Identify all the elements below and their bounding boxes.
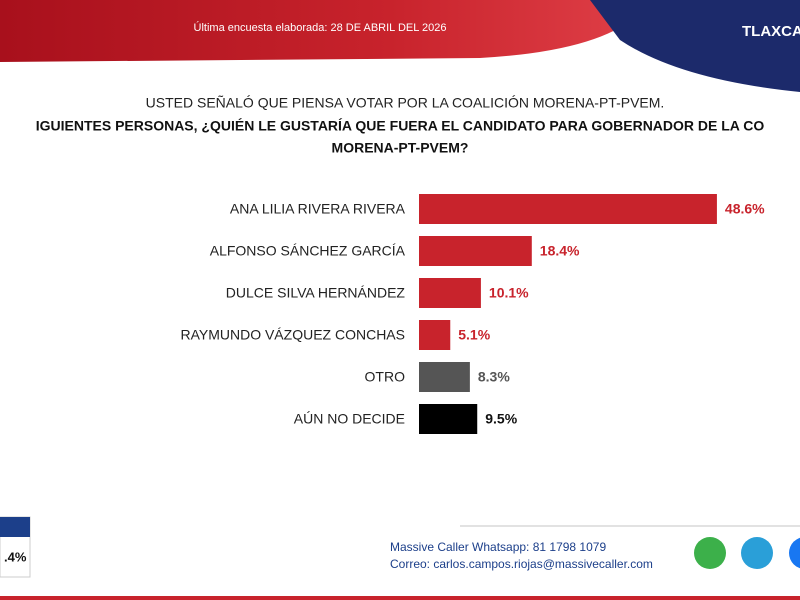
- survey-date: Última encuesta elaborada: 28 DE ABRIL D…: [194, 21, 447, 34]
- header-band: [0, 0, 650, 62]
- header-region-band: [590, 0, 800, 92]
- telegram-icon[interactable]: [741, 537, 773, 569]
- category-label: RAYMUNDO VÁZQUEZ CONCHAS: [180, 327, 405, 343]
- question-line: MORENA-PT-PVEM?: [332, 140, 469, 156]
- category-label: DULCE SILVA HERNÁNDEZ: [226, 285, 406, 301]
- side-box-value: .4%: [4, 549, 27, 564]
- value-label: 48.6%: [725, 201, 765, 217]
- category-label: AÚN NO DECIDE: [294, 411, 405, 427]
- value-label: 9.5%: [485, 411, 517, 427]
- bar: [419, 320, 451, 350]
- region: TLAXCA: [742, 23, 800, 40]
- footer-whatsapp: Massive Caller Whatsapp: 81 1798 1079: [390, 540, 606, 554]
- category-label: ANA LILIA RIVERA RIVERA: [230, 201, 406, 217]
- whatsapp-icon[interactable]: [694, 537, 726, 569]
- bar: [419, 236, 532, 266]
- value-label: 5.1%: [458, 327, 490, 343]
- question-line: USTED SEÑALÓ QUE PIENSA VOTAR POR LA COA…: [146, 95, 665, 111]
- bar: [419, 194, 717, 224]
- category-label: OTRO: [365, 369, 406, 385]
- footer-band: [0, 596, 800, 600]
- value-label: 18.4%: [540, 243, 580, 259]
- bar: [419, 278, 481, 308]
- value-label: 8.3%: [478, 369, 510, 385]
- bar: [419, 404, 478, 434]
- side-box-header: [0, 517, 30, 537]
- category-label: ALFONSO SÁNCHEZ GARCÍA: [210, 243, 406, 259]
- social-icon[interactable]: [789, 537, 800, 569]
- chart: ANA LILIA RIVERA RIVERA 48.6% ALFONSO SÁNC…: [180, 194, 765, 434]
- footer-email: Correo: carlos.campos.riojas@massivecall…: [390, 557, 653, 571]
- bar: [419, 362, 470, 392]
- question-line: IGUIENTES PERSONAS, ¿QUIÉN LE GUSTARÍA Q…: [36, 118, 765, 134]
- value-label: 10.1%: [489, 285, 529, 301]
